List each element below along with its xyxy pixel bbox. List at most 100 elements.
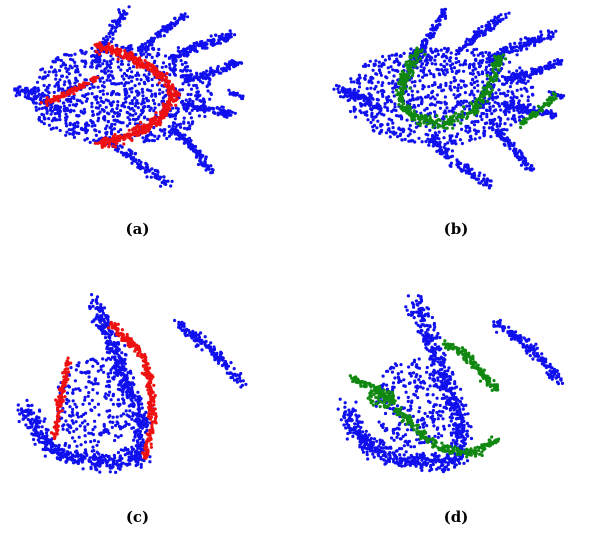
- highlight-point: [403, 76, 407, 80]
- scatter-point: [64, 116, 68, 120]
- highlight-point: [145, 61, 149, 65]
- scatter-point: [95, 95, 99, 99]
- highlight-point: [55, 96, 59, 100]
- scatter-point: [413, 140, 417, 144]
- scatter-point: [519, 155, 523, 159]
- scatter-point: [195, 49, 199, 54]
- scatter-point: [83, 65, 87, 69]
- scatter-point: [127, 94, 131, 98]
- scatter-point: [441, 151, 445, 155]
- scatter-point: [448, 63, 453, 68]
- scatter-point: [443, 73, 447, 77]
- scatter-point: [393, 53, 397, 57]
- scatter-point: [35, 80, 40, 84]
- highlight-point: [123, 133, 127, 138]
- scatter-point: [476, 83, 480, 87]
- scatter-point: [442, 64, 446, 68]
- scatter-point: [433, 103, 437, 107]
- highlight-point: [148, 118, 152, 122]
- highlight-point: [85, 82, 89, 86]
- scatter-point: [178, 88, 182, 92]
- scatter-point: [435, 149, 439, 153]
- scatter-point: [142, 424, 146, 428]
- highlight-point: [484, 86, 488, 90]
- scatter-point: [404, 89, 408, 93]
- scatter-point: [125, 110, 129, 114]
- scatter-point: [384, 75, 388, 79]
- scatter-point: [69, 53, 73, 57]
- scatter-point: [156, 137, 160, 141]
- scatter-point: [186, 106, 190, 110]
- scatter-point: [238, 94, 242, 98]
- scatter-point: [515, 88, 519, 92]
- highlight-point: [97, 52, 102, 56]
- highlight-point: [476, 103, 480, 107]
- scatter-point: [352, 80, 356, 84]
- scatter-point: [115, 119, 119, 123]
- scatter-point: [456, 94, 460, 98]
- scatter-point: [411, 96, 415, 100]
- scatter-point: [451, 106, 455, 110]
- scatter-point: [144, 410, 148, 414]
- scatter-point: [139, 51, 143, 55]
- scatter-point: [387, 54, 391, 58]
- scatter-point: [426, 137, 430, 141]
- scatter-point: [106, 341, 110, 346]
- scatter-point: [433, 49, 437, 53]
- scatter-point: [480, 111, 484, 116]
- scatter-point: [458, 138, 462, 142]
- scatter-point: [104, 35, 109, 39]
- scatter-point: [204, 157, 208, 161]
- scatter-point: [384, 131, 388, 135]
- scatter-point: [443, 11, 447, 15]
- scatter-point: [387, 81, 391, 85]
- scatter-point: [535, 39, 539, 44]
- scatter-point: [393, 102, 397, 106]
- scatter-point: [471, 72, 475, 76]
- scatter-point: [494, 91, 498, 95]
- scatter-point: [134, 444, 139, 448]
- scatter-point: [464, 129, 468, 133]
- highlight-point: [44, 100, 48, 104]
- scatter-point: [228, 29, 232, 33]
- highlight-point: [157, 81, 161, 85]
- scatter-point: [485, 77, 489, 81]
- scatter-point: [116, 60, 120, 64]
- highlight-point: [498, 54, 502, 59]
- scatter-point: [156, 30, 160, 34]
- scatter-point: [73, 122, 77, 126]
- scatter-point: [449, 51, 453, 55]
- scatter-point: [449, 164, 453, 168]
- scatter-point: [523, 86, 527, 90]
- scatter-point: [123, 357, 127, 362]
- highlight-point: [399, 79, 403, 83]
- scatter-point: [485, 71, 489, 75]
- highlight-point: [168, 107, 172, 111]
- scatter-point: [400, 117, 404, 121]
- highlight-point: [165, 71, 169, 76]
- scatter-point: [367, 80, 371, 84]
- scatter-point: [130, 99, 134, 103]
- scatter-point: [387, 70, 391, 74]
- highlight-point: [413, 49, 418, 53]
- scatter-point: [84, 61, 88, 66]
- scatter-point: [540, 33, 544, 37]
- scatter-point: [390, 118, 394, 122]
- scatter-point: [431, 144, 435, 148]
- scatter-point: [90, 293, 94, 297]
- scatter-point: [166, 27, 170, 31]
- highlight-point: [495, 74, 499, 78]
- scatter-point: [133, 419, 137, 423]
- scatter-point: [443, 100, 447, 104]
- highlight-point: [105, 50, 109, 55]
- scatter-point: [67, 53, 71, 57]
- scatter-point: [153, 102, 157, 106]
- scatter-point: [432, 26, 436, 30]
- scatter-point: [492, 20, 496, 25]
- scatter-point: [103, 67, 107, 72]
- scatter-point: [128, 112, 132, 116]
- scatter-point: [207, 167, 211, 171]
- scatter-point: [434, 62, 438, 66]
- scatter-point: [36, 89, 40, 93]
- scatter-point: [510, 143, 515, 148]
